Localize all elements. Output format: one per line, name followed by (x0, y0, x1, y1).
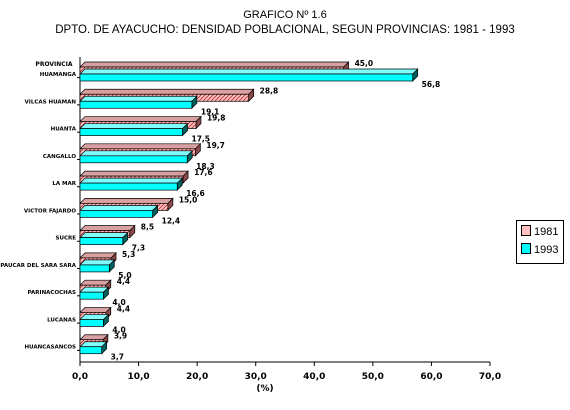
x-tick-label: 10,0 (127, 372, 149, 382)
data-label-1993: 3,7 (111, 353, 124, 362)
y-axis-label: PROVINCIA (35, 61, 72, 68)
category-label: LUCANAS (47, 317, 76, 323)
category-label: CANGALLO (43, 154, 76, 160)
bar-1993-3 (79, 149, 194, 164)
bar-1993-6 (79, 231, 129, 246)
x-tick-label: 20,0 (186, 372, 208, 382)
chart-subtitle: DPTO. DE AYACUCHO: DENSIDAD POBLACIONAL,… (55, 24, 515, 36)
bar-1993-10 (79, 340, 108, 355)
x-tick-label: 60,0 (420, 372, 442, 382)
bar-1993-2 (79, 122, 189, 137)
legend-swatch-1993 (521, 243, 531, 254)
category-label: HUANCASANCOS (24, 345, 76, 351)
x-tick-label: 40,0 (303, 372, 325, 382)
category-label: PARINACOCHAS (28, 290, 77, 296)
category-label: LA MAR (52, 181, 76, 187)
category-label: HUAMANGA (40, 72, 77, 78)
data-label-1993: 56,8 (422, 80, 441, 89)
category-label: SUCRE (56, 236, 77, 242)
data-label-1981: 19,7 (206, 141, 225, 150)
bar-1993-9 (79, 313, 110, 328)
bar-1993-7 (79, 259, 116, 273)
data-label-1981: 15,0 (179, 195, 198, 204)
data-label-1981: 45,0 (355, 59, 374, 68)
legend-item-1993: 1993 (521, 243, 558, 257)
legend-label-1993: 1993 (534, 244, 559, 256)
data-label-1981: 28,8 (260, 86, 279, 95)
data-label-1993: 5,0 (118, 271, 131, 280)
category-label: HUANTA (51, 127, 77, 133)
data-label-1981: 3,9 (114, 332, 127, 341)
legend-item-1981: 1981 (521, 225, 558, 239)
legend: 1981 1993 (516, 220, 564, 264)
bar-1993-1 (79, 95, 198, 110)
data-label-1993: 17,5 (192, 135, 211, 144)
x-tick-label: 50,0 (362, 372, 384, 382)
bar-1993-5 (79, 204, 159, 219)
data-label-1981: 17,6 (194, 168, 213, 177)
category-label: PAUCAR DEL SARA SARA (0, 263, 76, 269)
bar-1993-0 (79, 68, 419, 82)
data-label-1993: 12,4 (162, 216, 181, 225)
legend-label-1981: 1981 (534, 226, 559, 238)
data-label-1981: 8,5 (141, 223, 154, 232)
data-label-1993: 19,1 (201, 107, 220, 116)
data-label-1993: 7,3 (132, 244, 145, 253)
data-label-1993: 16,6 (186, 189, 205, 198)
category-label: VICTOR FAJARDO (24, 208, 76, 214)
data-label-1981: 5,3 (122, 250, 135, 259)
bar-1993-4 (79, 177, 184, 191)
data-label-1993: 4,0 (112, 298, 125, 307)
data-label-1993: 18,3 (196, 162, 215, 171)
x-axis-label: (%) (256, 384, 273, 394)
data-label-1993: 4,0 (112, 325, 125, 334)
legend-swatch-1981 (521, 225, 531, 236)
x-tick-label: 30,0 (245, 372, 267, 382)
chart-title: GRAFICO Nº 1.6 (243, 9, 327, 21)
bar-1993-8 (79, 286, 110, 301)
x-tick-label: 0,0 (72, 372, 88, 382)
category-label: VILCAS HUAMAN (25, 99, 77, 105)
data-label-1981: 4,4 (117, 304, 130, 313)
data-label-1981: 19,8 (207, 114, 226, 123)
data-label-1981: 4,4 (117, 277, 130, 286)
x-tick-label: 70,0 (479, 372, 501, 382)
